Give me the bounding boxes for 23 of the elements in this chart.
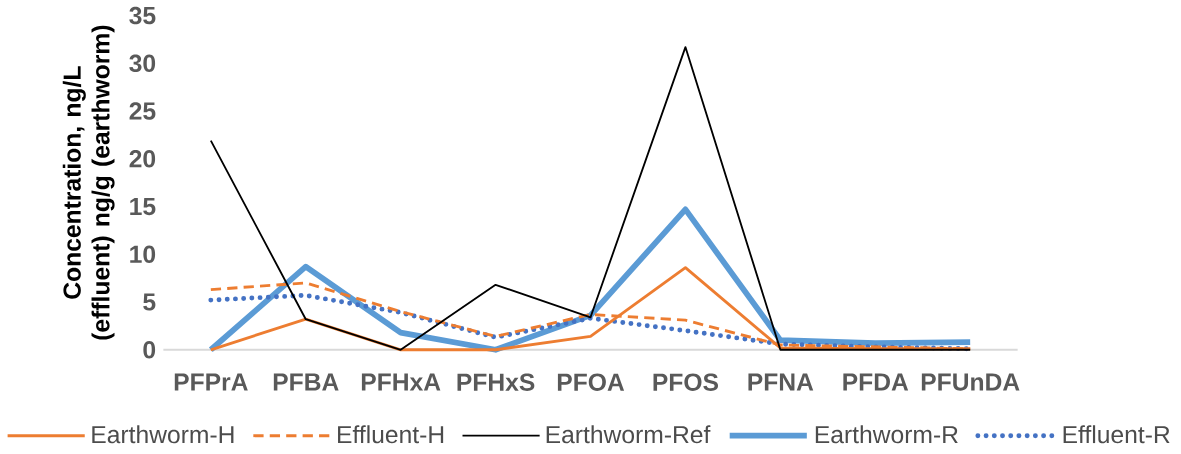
y-tick-label: 25 [129, 102, 156, 120]
legend-label: Earthworm-Ref [546, 425, 711, 444]
x-tick-label: PFBA [273, 373, 339, 391]
x-tick-label: PFPrA [174, 373, 248, 391]
x-tick-label: PFHxS [457, 373, 535, 391]
y-tick-label: 20 [129, 149, 156, 168]
y-tick-label: 5 [143, 293, 156, 311]
legend-label: Earthworm-R [815, 425, 958, 444]
x-tick-label: PFOS [653, 373, 719, 391]
y-tick-label: 15 [130, 197, 156, 215]
x-tick-label: PFOA [557, 373, 625, 391]
y-tick-label: 30 [129, 54, 156, 72]
y-tick-label: 35 [129, 6, 156, 25]
y-axis-title: Concentration, ng/L (effluent) ng/g (earthworm) [62, 25, 115, 340]
x-tick-label: PFHxA [361, 373, 441, 391]
x-tick-label: PFDA [843, 373, 909, 391]
x-tick-label: PFNA [748, 373, 814, 391]
x-tick-label: PFUnDA [921, 373, 1020, 391]
legend-label: Effluent-R [1063, 425, 1170, 444]
y-tick-label: 10 [130, 245, 156, 263]
y-tick-label: 0 [143, 340, 156, 359]
legend-label: Effluent-H [338, 425, 444, 444]
legend-label: Earthworm-H [92, 425, 234, 444]
